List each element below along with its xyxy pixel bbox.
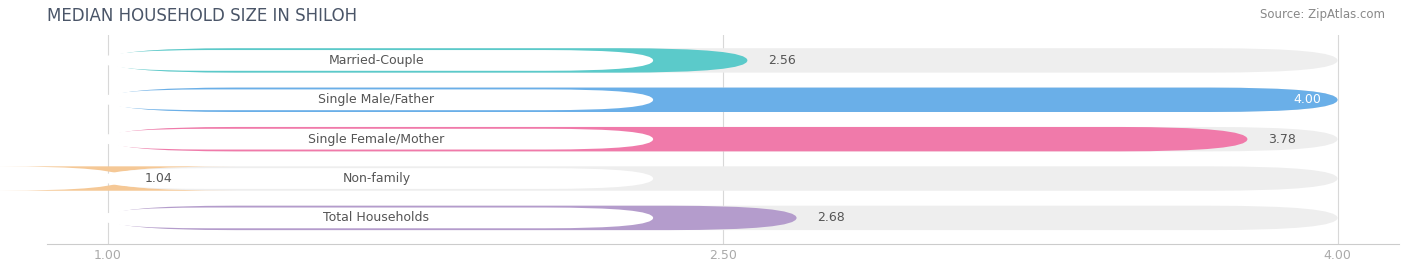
FancyBboxPatch shape	[100, 168, 654, 189]
FancyBboxPatch shape	[100, 89, 654, 110]
FancyBboxPatch shape	[0, 166, 235, 191]
FancyBboxPatch shape	[108, 48, 1337, 73]
FancyBboxPatch shape	[100, 208, 654, 228]
Text: 3.78: 3.78	[1268, 133, 1296, 146]
FancyBboxPatch shape	[100, 50, 654, 71]
FancyBboxPatch shape	[108, 206, 1337, 230]
FancyBboxPatch shape	[108, 206, 797, 230]
Text: Source: ZipAtlas.com: Source: ZipAtlas.com	[1260, 8, 1385, 21]
Text: Single Female/Mother: Single Female/Mother	[308, 133, 444, 146]
Text: 2.56: 2.56	[768, 54, 796, 67]
FancyBboxPatch shape	[108, 88, 1337, 112]
Text: Single Male/Father: Single Male/Father	[319, 93, 434, 106]
FancyBboxPatch shape	[108, 166, 1337, 191]
Text: 1.04: 1.04	[145, 172, 173, 185]
Text: Non-family: Non-family	[343, 172, 411, 185]
FancyBboxPatch shape	[108, 127, 1337, 151]
Text: 4.00: 4.00	[1294, 93, 1322, 106]
FancyBboxPatch shape	[100, 129, 654, 150]
FancyBboxPatch shape	[108, 88, 1337, 112]
FancyBboxPatch shape	[108, 48, 748, 73]
Text: Total Households: Total Households	[323, 211, 429, 224]
Text: MEDIAN HOUSEHOLD SIZE IN SHILOH: MEDIAN HOUSEHOLD SIZE IN SHILOH	[46, 7, 357, 25]
Text: 2.68: 2.68	[817, 211, 845, 224]
FancyBboxPatch shape	[108, 127, 1247, 151]
Text: Married-Couple: Married-Couple	[329, 54, 425, 67]
